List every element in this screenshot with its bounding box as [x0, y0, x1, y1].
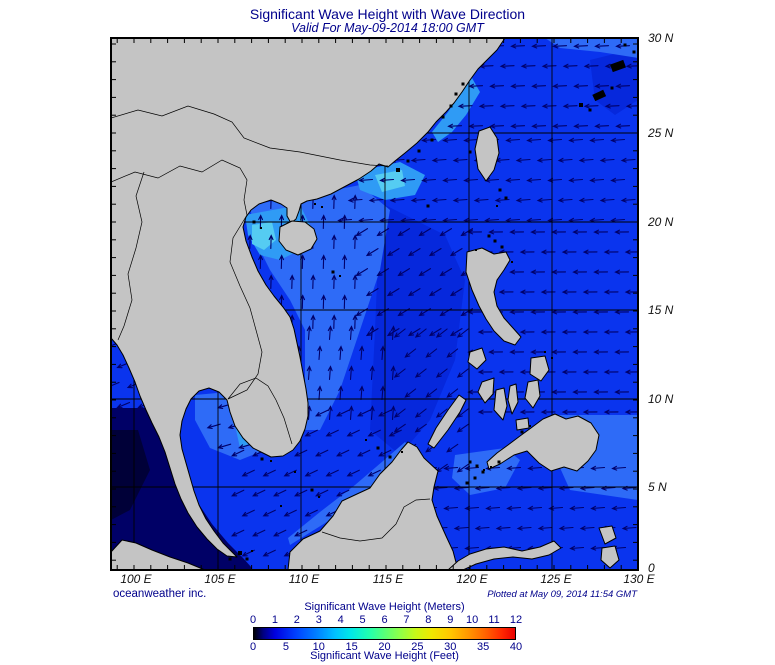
- legend-tick: 5: [359, 614, 366, 626]
- land-sulawesi: [447, 540, 562, 570]
- lat-label: 5 N: [648, 480, 667, 494]
- border-thailand-burma: [117, 171, 145, 341]
- islet-specks: [228, 43, 636, 561]
- legend-tick: 7: [403, 614, 410, 626]
- lon-label: 115 E: [372, 572, 404, 586]
- land-borneo: [287, 441, 459, 570]
- lat-label: 0: [648, 561, 655, 575]
- legend-colorbar: [253, 627, 516, 640]
- legend-title-meters: Significant Wave Height (Meters): [304, 601, 465, 613]
- country-borders: [111, 105, 431, 542]
- legend-tick: 1: [271, 614, 278, 626]
- land-bohol: [515, 417, 530, 431]
- legend-tick: 35: [477, 641, 490, 653]
- land-halmahera-south: [600, 545, 620, 569]
- lon-label: 100 E: [120, 572, 152, 586]
- legend-tick: 3: [315, 614, 322, 626]
- lat-label: 20 N: [648, 215, 674, 229]
- legend-tick: 15: [345, 641, 358, 653]
- border-china-river: [111, 105, 389, 167]
- land-palawan: [427, 394, 467, 449]
- valid-time-subtitle: Valid For May-09-2014 18:00 GMT: [291, 21, 484, 35]
- lat-label: 15 N: [648, 303, 674, 317]
- legend-tick: 11: [488, 614, 500, 626]
- legend-tick: 4: [337, 614, 344, 626]
- lat-label: 25 N: [648, 126, 674, 140]
- lat-label: 30 N: [648, 31, 674, 45]
- ocean-patch-andaman-navy-core: [111, 430, 150, 520]
- map-frame: [110, 37, 639, 571]
- legend-tick: 40: [509, 641, 523, 653]
- land-taiwan: [474, 126, 500, 182]
- lon-label: 105 E: [204, 572, 236, 586]
- legend-scale-meters: 0 1 2 3 4 5 6 7 8 9 10 11 12: [249, 614, 522, 626]
- legend-tick: 0: [249, 641, 257, 653]
- lon-label: 130 E: [623, 572, 655, 586]
- legend-tick: 10: [466, 614, 479, 626]
- land-hainan: [278, 220, 318, 256]
- ocean-patch-tonkin-bright: [252, 222, 276, 250]
- land-leyte: [524, 379, 541, 409]
- legend-scale-feet: 0 5 10 15 20 25 30 35 40: [249, 641, 522, 653]
- border-vietnam-laos-cambodia: [227, 214, 263, 400]
- legend-tick: 6: [381, 614, 388, 626]
- border-borneo-internal: [321, 498, 431, 542]
- land-mindanao: [486, 413, 600, 472]
- legend-tick: 5: [282, 641, 289, 653]
- legend-tick: 0: [249, 614, 257, 626]
- legend-tick: 12: [509, 614, 523, 626]
- land-negros: [493, 387, 508, 421]
- page-title: Significant Wave Height with Wave Direct…: [249, 6, 526, 22]
- legend-title-feet: Significant Wave Height (Feet): [310, 650, 459, 662]
- border-china-vietnam: [111, 159, 248, 216]
- lon-label: 110 E: [288, 572, 320, 586]
- ocean-patch-ne-corner-light: [545, 38, 638, 58]
- land-cebu: [507, 383, 519, 415]
- land-sumatra: [111, 539, 206, 570]
- land-mindoro: [467, 347, 487, 370]
- legend-tick: 30: [444, 641, 457, 653]
- border-cambodia-vietnam: [227, 377, 293, 445]
- legend-tick: 2: [293, 614, 300, 626]
- land-luzon: [465, 247, 522, 346]
- ocean-patch-fujian-light: [432, 78, 480, 142]
- legend-tick: 20: [378, 641, 391, 653]
- oceanweather-credit: oceanweather inc.: [113, 588, 207, 600]
- land-panay: [477, 377, 495, 404]
- lon-label: 125 E: [540, 572, 572, 586]
- legend-tick: 10: [312, 641, 325, 653]
- lat-label: 10 N: [648, 392, 674, 406]
- land-halmahera-north: [598, 525, 617, 545]
- land-samar: [529, 355, 550, 382]
- legend-tick: 8: [425, 614, 432, 626]
- lon-label: 120 E: [456, 572, 488, 586]
- ocean-patch-borneo-fringe: [288, 442, 412, 545]
- legend-tick: 9: [447, 614, 454, 626]
- legend-tick: 25: [411, 641, 424, 653]
- ocean-patch-guangdong-bright: [375, 170, 405, 192]
- plotted-timestamp: Plotted at May 09, 2014 11:54 GMT: [487, 589, 637, 600]
